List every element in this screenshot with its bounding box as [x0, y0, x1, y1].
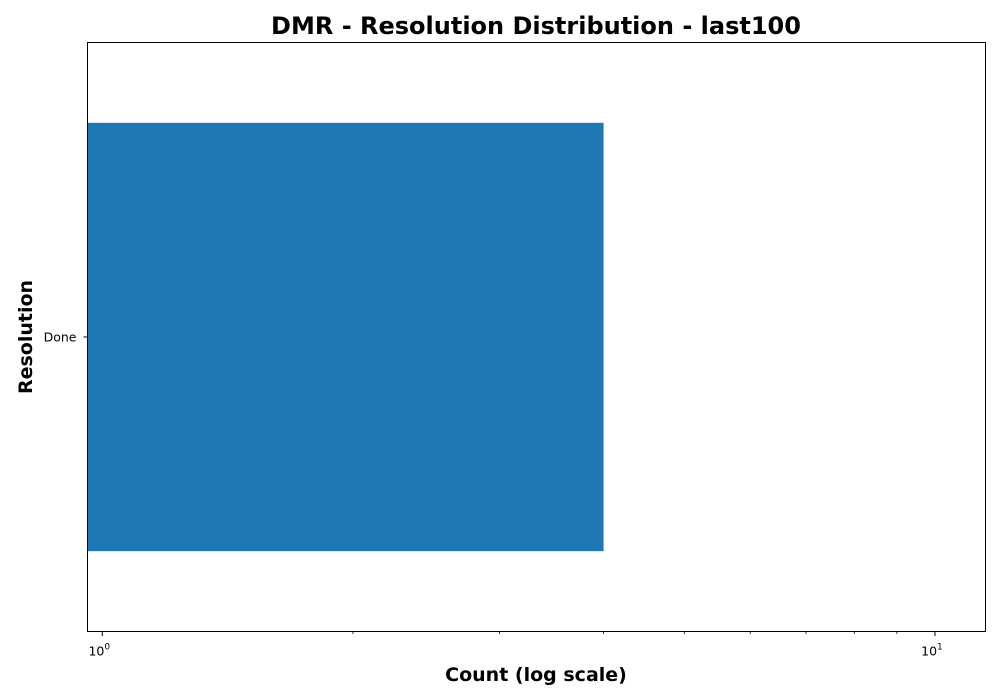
- chart-title: DMR - Resolution Distribution - last100: [271, 12, 801, 40]
- x-tick-exponent: 1: [937, 643, 943, 653]
- x-axis-label: Count (log scale): [445, 664, 627, 686]
- x-tick-label: 101: [921, 643, 943, 659]
- y-axis-ticks: Done: [44, 330, 88, 345]
- x-axis-ticks: 100 101: [88, 631, 943, 659]
- x-tick-label: 100: [88, 643, 110, 659]
- bars-group: [87, 122, 604, 552]
- plot-frame: [87, 42, 986, 632]
- bar-done: [87, 122, 604, 552]
- y-tick-label: Done: [44, 330, 77, 345]
- y-axis-label: Resolution: [15, 280, 37, 394]
- x-tick-exponent: 0: [104, 643, 110, 653]
